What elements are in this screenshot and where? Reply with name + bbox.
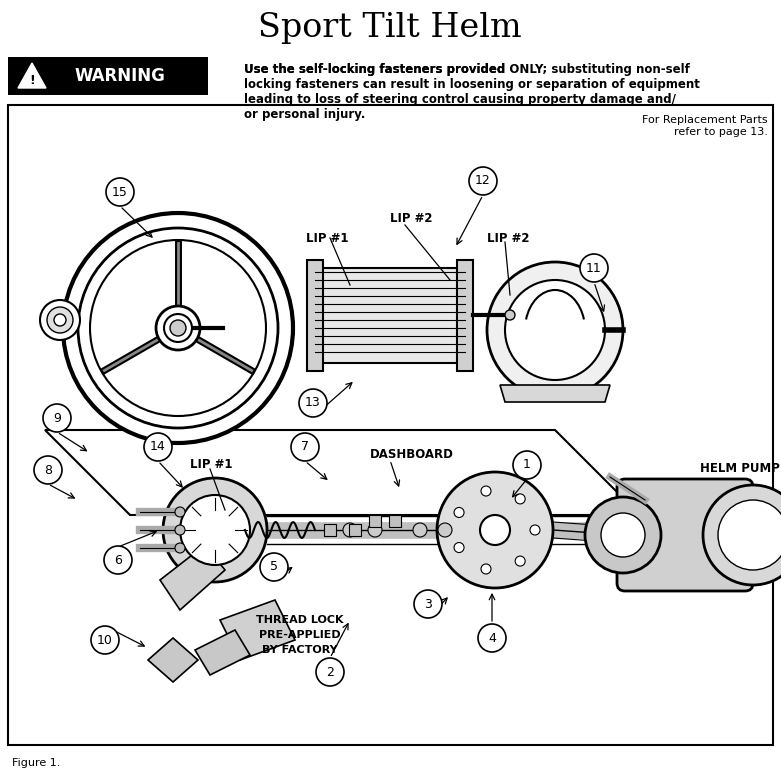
Bar (324, 524, 336, 536)
Circle shape (90, 240, 266, 416)
Circle shape (478, 624, 506, 652)
Circle shape (481, 486, 491, 496)
Bar (457, 260, 473, 371)
Circle shape (156, 306, 200, 350)
Text: 1: 1 (523, 459, 531, 471)
Circle shape (368, 523, 382, 537)
Circle shape (414, 590, 442, 618)
Text: 13: 13 (305, 396, 321, 410)
Text: 14: 14 (150, 441, 166, 453)
Circle shape (480, 515, 510, 545)
Bar (315, 268, 465, 363)
Text: Use the self-locking fasteners provided ONLY; substituting non-self
locking fast: Use the self-locking fasteners provided … (244, 63, 700, 121)
Circle shape (104, 546, 132, 574)
Text: 5: 5 (270, 561, 278, 573)
Circle shape (505, 310, 515, 320)
Circle shape (164, 314, 192, 342)
Text: !: ! (29, 74, 35, 86)
Text: WARNING: WARNING (74, 67, 166, 85)
Text: LIP #1: LIP #1 (190, 459, 233, 471)
Circle shape (703, 485, 781, 585)
Text: 4: 4 (488, 632, 496, 644)
Bar (349, 524, 361, 536)
Circle shape (163, 478, 267, 582)
Text: For Replacement Parts
refer to page 13.: For Replacement Parts refer to page 13. (643, 115, 768, 136)
Bar (8, 57, 208, 95)
Polygon shape (45, 430, 640, 515)
Circle shape (469, 167, 497, 195)
Circle shape (299, 389, 327, 417)
Circle shape (54, 314, 66, 326)
Circle shape (438, 523, 452, 537)
Polygon shape (160, 545, 225, 610)
Circle shape (515, 556, 525, 566)
Circle shape (580, 254, 608, 282)
Circle shape (175, 507, 185, 517)
Text: 15: 15 (112, 186, 128, 199)
Circle shape (63, 213, 293, 443)
Text: 8: 8 (44, 464, 52, 477)
Text: 11: 11 (586, 262, 602, 275)
Text: Sport Tilt Helm: Sport Tilt Helm (259, 12, 522, 44)
Text: 9: 9 (53, 412, 61, 424)
Text: LIP #2: LIP #2 (390, 211, 433, 225)
Circle shape (343, 523, 357, 537)
Text: HELM PUMP: HELM PUMP (700, 461, 780, 474)
Text: BY FACTORY: BY FACTORY (262, 645, 338, 655)
Circle shape (515, 494, 525, 504)
Text: LIP #2: LIP #2 (487, 232, 530, 244)
Polygon shape (18, 63, 46, 88)
Circle shape (601, 513, 645, 557)
Text: 3: 3 (424, 597, 432, 611)
Circle shape (454, 507, 464, 518)
Circle shape (413, 523, 427, 537)
Bar (369, 515, 381, 527)
Circle shape (291, 433, 319, 461)
Circle shape (175, 543, 185, 553)
Circle shape (513, 451, 541, 479)
Circle shape (175, 525, 185, 535)
Circle shape (260, 553, 288, 581)
Circle shape (718, 500, 781, 570)
Circle shape (34, 456, 62, 484)
Circle shape (144, 433, 172, 461)
Bar (307, 260, 323, 371)
Polygon shape (500, 385, 610, 402)
Text: Use the self-locking fasteners provided: Use the self-locking fasteners provided (244, 63, 509, 76)
Bar (389, 515, 401, 527)
Circle shape (170, 320, 186, 336)
Circle shape (487, 262, 623, 398)
Text: 12: 12 (475, 175, 491, 187)
Bar (8, 105, 773, 745)
Circle shape (585, 497, 661, 573)
Circle shape (481, 564, 491, 574)
Text: 7: 7 (301, 441, 309, 453)
Text: 6: 6 (114, 554, 122, 566)
Circle shape (47, 307, 73, 333)
Text: DASHBOARD: DASHBOARD (370, 449, 454, 461)
FancyBboxPatch shape (617, 479, 753, 591)
Text: LIP #1: LIP #1 (306, 232, 348, 244)
Text: THREAD LOCK: THREAD LOCK (256, 615, 344, 625)
Text: 10: 10 (97, 633, 113, 647)
Polygon shape (195, 630, 250, 675)
Circle shape (530, 525, 540, 535)
Circle shape (40, 300, 80, 340)
Circle shape (106, 178, 134, 206)
Circle shape (78, 228, 278, 428)
Text: 2: 2 (326, 666, 334, 679)
Circle shape (91, 626, 119, 654)
Polygon shape (220, 600, 295, 660)
Circle shape (454, 543, 464, 553)
Text: Figure 1.: Figure 1. (12, 758, 60, 768)
Circle shape (437, 472, 553, 588)
Circle shape (505, 280, 605, 380)
Polygon shape (148, 638, 198, 682)
Text: PRE-APPLIED: PRE-APPLIED (259, 630, 341, 640)
Circle shape (43, 404, 71, 432)
Circle shape (316, 658, 344, 686)
Circle shape (180, 495, 250, 565)
